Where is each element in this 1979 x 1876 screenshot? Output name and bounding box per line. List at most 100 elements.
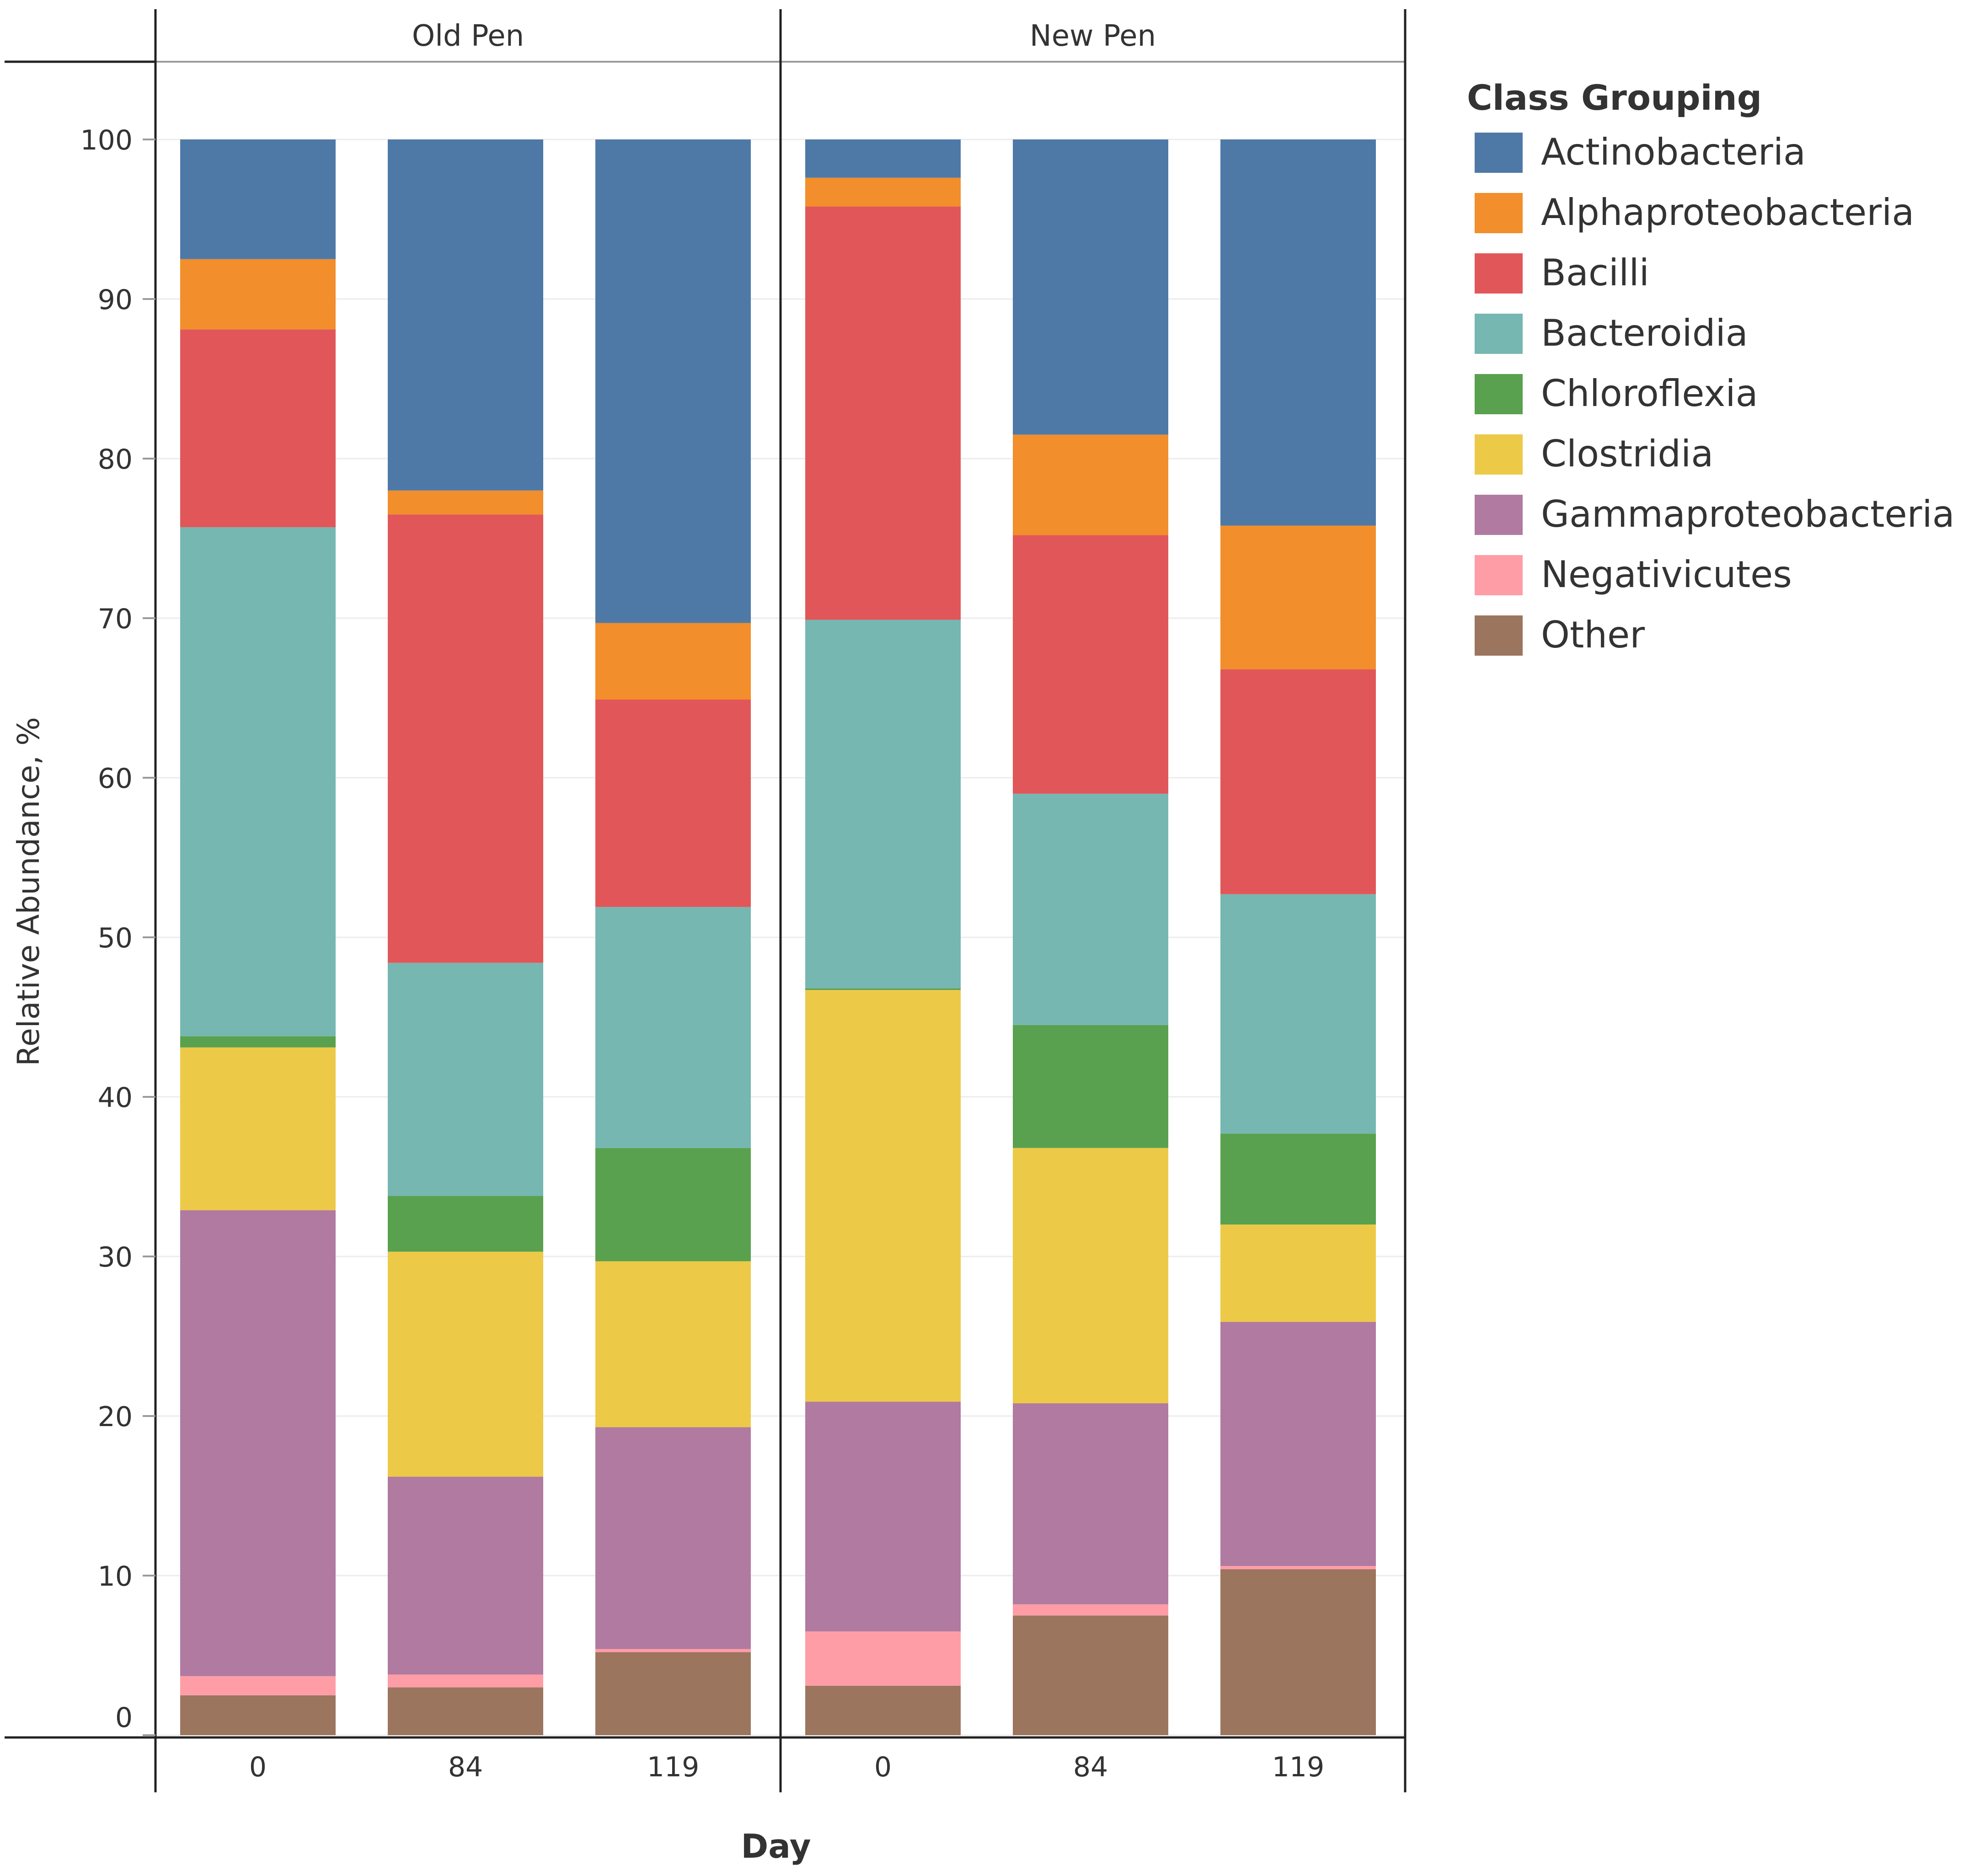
bars (180, 139, 1376, 1735)
bar-segment-old-pen-day0-gammaproteobacteria (180, 1210, 336, 1676)
legend-swatch-bacilli (1475, 253, 1523, 294)
bar-segment-old-pen-day119-other (595, 1652, 751, 1735)
bar-segment-old-pen-day84-bacteroidia (388, 962, 543, 1196)
legend-swatch-negativicutes (1475, 555, 1523, 595)
bar-segment-new-pen-day119-negativicutes (1220, 1566, 1376, 1570)
x-axis: 0 84 119 0 84 119 (249, 1751, 1324, 1783)
bar-segment-new-pen-day84-clostridia (1013, 1148, 1168, 1404)
bar-segment-old-pen-day84-other (388, 1687, 543, 1735)
legend-label-chloroflexia: Chloroflexia (1541, 372, 1758, 415)
bar-segment-new-pen-day119-bacteroidia (1220, 894, 1376, 1134)
bar-segment-old-pen-day0-clostridia (180, 1047, 336, 1210)
y-tick-label-40: 40 (98, 1082, 133, 1114)
bar-segment-old-pen-day0-chloroflexia (180, 1036, 336, 1048)
y-tick-label-100: 100 (80, 124, 133, 156)
legend-label-negativicutes: Negativicutes (1541, 553, 1792, 596)
bar-segment-old-pen-day119-gammaproteobacteria (595, 1427, 751, 1649)
y-tick-label-30: 30 (98, 1241, 133, 1273)
bar-segment-new-pen-day84-actinobacteria (1013, 139, 1168, 435)
bar-segment-old-pen-day0-negativicutes (180, 1676, 336, 1695)
bar-segment-old-pen-day84-bacilli (388, 514, 543, 963)
x-tick-label-new-pen-119: 119 (1272, 1751, 1325, 1783)
bar-segment-new-pen-day119-bacilli (1220, 669, 1376, 894)
y-tick-label-80: 80 (98, 444, 133, 476)
bar-segment-new-pen-day119-actinobacteria (1220, 139, 1376, 526)
bar-segment-old-pen-day119-chloroflexia (595, 1148, 751, 1261)
panel-title-new-pen: New Pen (1030, 19, 1156, 53)
x-tick-label-new-pen-0: 0 (874, 1751, 892, 1783)
legend: Class Grouping Actinobacteria Alphaproteo… (1467, 77, 1955, 656)
bar-segment-old-pen-day0-other (180, 1695, 336, 1735)
x-axis-title: Day (741, 1827, 811, 1865)
bar-segment-new-pen-day0-bacilli (805, 206, 961, 620)
bar-segment-new-pen-day84-alphaproteobacteria (1013, 434, 1168, 535)
bar-segment-new-pen-day0-negativicutes (805, 1631, 961, 1686)
y-tick-label-10: 10 (98, 1561, 133, 1593)
bar-segment-new-pen-day119-clostridia (1220, 1224, 1376, 1322)
legend-swatch-clostridia (1475, 434, 1523, 475)
legend-label-actinobacteria: Actinobacteria (1541, 131, 1806, 173)
panel-headers: Old Pen New Pen (412, 19, 1156, 53)
x-tick-label-old-pen-0: 0 (249, 1751, 267, 1783)
bar-segment-new-pen-day119-other (1220, 1569, 1376, 1735)
panel-title-old-pen: Old Pen (412, 19, 524, 53)
bar-segment-new-pen-day0-chloroflexia (805, 988, 961, 990)
legend-title: Class Grouping (1467, 77, 1762, 118)
bar-segment-old-pen-day0-alphaproteobacteria (180, 259, 336, 330)
bar-segment-old-pen-day0-bacteroidia (180, 527, 336, 1037)
legend-swatch-alphaproteobacteria (1475, 193, 1523, 233)
bar-segment-old-pen-day84-clostridia (388, 1251, 543, 1477)
plot-frame (5, 9, 1407, 1792)
bar-segment-new-pen-day0-other (805, 1685, 961, 1735)
legend-swatch-gammaproteobacteria (1475, 495, 1523, 535)
legend-swatch-other (1475, 615, 1523, 656)
bar-segment-old-pen-day84-gammaproteobacteria (388, 1476, 543, 1675)
y-axis-title: Relative Abundance, % (11, 717, 46, 1066)
bar-segment-old-pen-day119-negativicutes (595, 1649, 751, 1652)
bar-segment-new-pen-day0-bacteroidia (805, 620, 961, 989)
y-tick-label-50: 50 (98, 922, 133, 954)
bar-segment-old-pen-day119-bacilli (595, 699, 751, 907)
bar-segment-new-pen-day84-bacilli (1013, 535, 1168, 794)
bar-segment-old-pen-day119-bacteroidia (595, 907, 751, 1148)
y-tick-label-70: 70 (98, 603, 133, 635)
y-tick-label-90: 90 (98, 284, 133, 316)
legend-label-bacilli: Bacilli (1541, 251, 1649, 294)
bar-segment-new-pen-day84-negativicutes (1013, 1604, 1168, 1616)
bar-segment-new-pen-day84-gammaproteobacteria (1013, 1403, 1168, 1604)
legend-label-alphaproteobacteria: Alphaproteobacteria (1541, 191, 1914, 234)
x-tick-label-old-pen-119: 119 (647, 1751, 700, 1783)
legend-label-clostridia: Clostridia (1541, 433, 1713, 475)
y-tick-label-0: 0 (115, 1702, 133, 1734)
legend-swatch-chloroflexia (1475, 374, 1523, 414)
bar-segment-new-pen-day0-actinobacteria (805, 139, 961, 178)
y-tick-label-20: 20 (98, 1401, 133, 1433)
bar-segment-old-pen-day0-actinobacteria (180, 139, 336, 259)
bar-segment-new-pen-day0-alphaproteobacteria (805, 177, 961, 207)
legend-label-gammaproteobacteria: Gammaproteobacteria (1541, 493, 1955, 535)
bar-segment-new-pen-day84-chloroflexia (1013, 1025, 1168, 1148)
bar-segment-old-pen-day119-actinobacteria (595, 139, 751, 623)
bar-segment-new-pen-day0-gammaproteobacteria (805, 1401, 961, 1632)
bar-segment-old-pen-day84-negativicutes (388, 1674, 543, 1688)
bar-segment-old-pen-day84-actinobacteria (388, 139, 543, 491)
x-tick-label-old-pen-84: 84 (448, 1751, 483, 1783)
bar-segment-new-pen-day84-other (1013, 1615, 1168, 1735)
bar-segment-old-pen-day0-bacilli (180, 329, 336, 528)
legend-swatch-actinobacteria (1475, 133, 1523, 173)
bar-segment-old-pen-day84-alphaproteobacteria (388, 490, 543, 515)
bar-segment-old-pen-day119-alphaproteobacteria (595, 623, 751, 700)
legend-label-bacteroidia: Bacteroidia (1541, 312, 1748, 354)
y-tick-label-60: 60 (98, 763, 133, 795)
bar-segment-new-pen-day119-gammaproteobacteria (1220, 1322, 1376, 1566)
bar-segment-old-pen-day84-chloroflexia (388, 1196, 543, 1252)
legend-label-other: Other (1541, 614, 1645, 656)
bar-segment-new-pen-day119-alphaproteobacteria (1220, 525, 1376, 669)
y-axis: 0 10 20 30 40 50 60 70 80 90 100 (80, 124, 155, 1736)
legend-swatch-bacteroidia (1475, 314, 1523, 354)
bar-segment-new-pen-day119-chloroflexia (1220, 1133, 1376, 1225)
bar-segment-new-pen-day84-bacteroidia (1013, 793, 1168, 1025)
bar-segment-new-pen-day0-clostridia (805, 990, 961, 1402)
x-tick-label-new-pen-84: 84 (1073, 1751, 1108, 1783)
